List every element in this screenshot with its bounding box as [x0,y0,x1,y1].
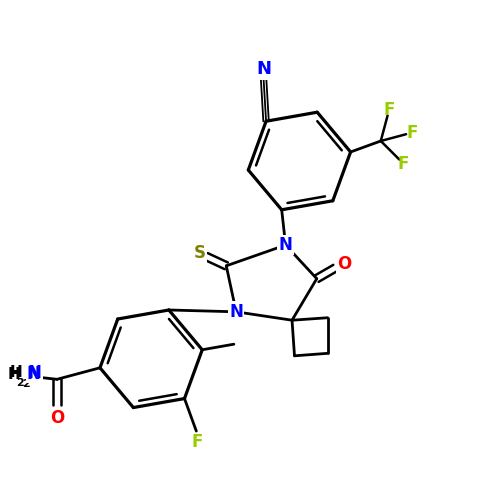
Text: H: H [10,366,23,380]
Text: N: N [26,366,40,384]
Text: O: O [337,255,351,273]
Text: 2: 2 [22,380,30,390]
Text: F: F [192,433,203,451]
Text: F: F [384,101,395,119]
Text: H: H [7,367,20,382]
Text: F: F [406,124,417,142]
Text: N: N [278,236,292,254]
Text: 2: 2 [16,378,24,388]
Text: F: F [398,154,409,172]
Text: N: N [229,303,243,321]
Text: O: O [50,409,64,427]
Text: N: N [256,60,271,78]
Text: N: N [28,364,42,382]
Text: S: S [194,244,205,262]
